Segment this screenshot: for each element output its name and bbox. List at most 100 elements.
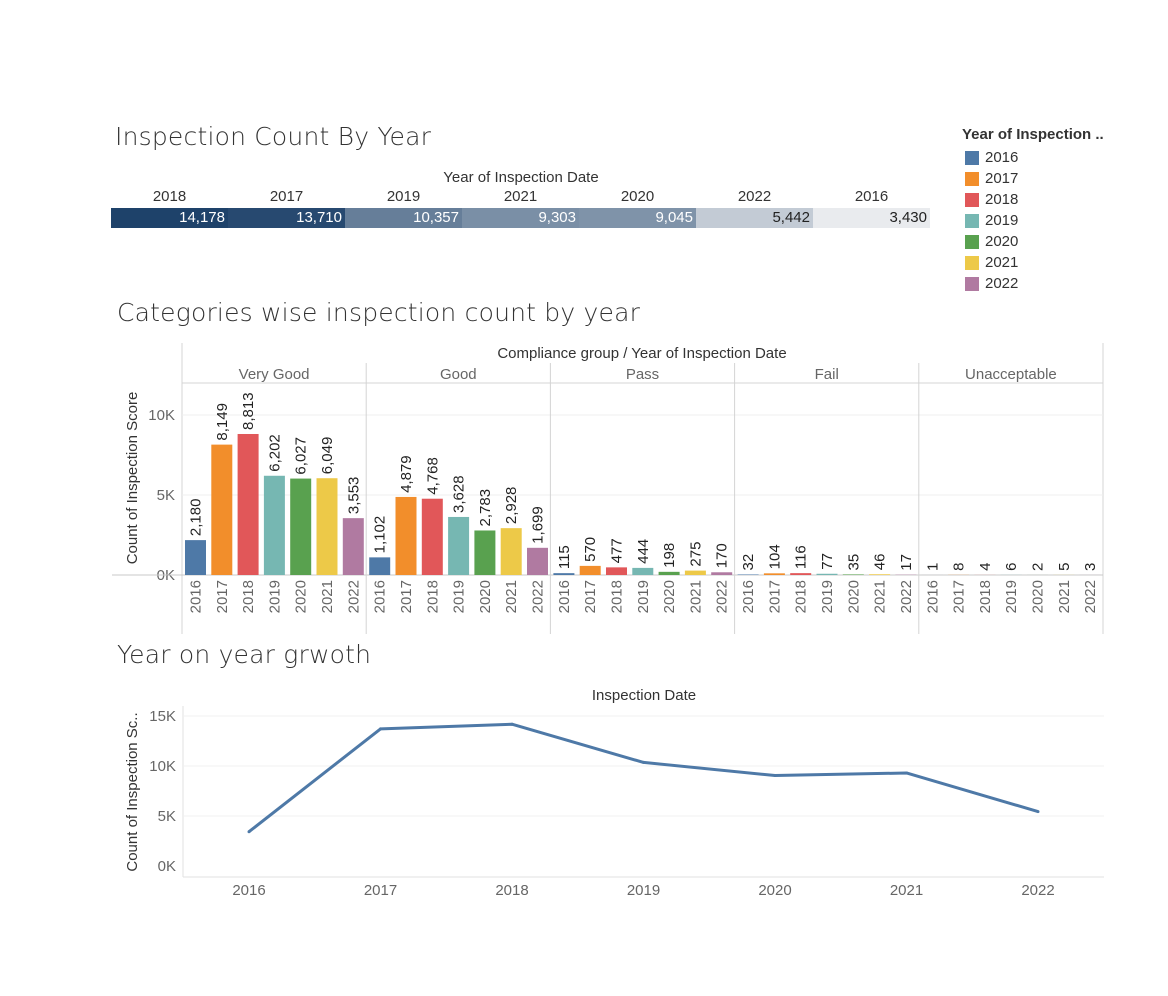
bar-x-tick-label: 2017 bbox=[951, 580, 968, 613]
bar-group-label: Pass bbox=[626, 366, 659, 383]
bar-pass-2021 bbox=[684, 570, 706, 575]
legend-label: 2017 bbox=[985, 170, 1019, 187]
bar-pass-2019 bbox=[632, 567, 654, 575]
bar-x-tick-label: 2019 bbox=[819, 580, 836, 613]
bar-value-label: 6,027 bbox=[293, 437, 310, 475]
heatmap-year-label: 2022 bbox=[737, 188, 772, 205]
bar-very-good-2017 bbox=[211, 444, 233, 575]
bar-value-label: 3,628 bbox=[451, 475, 468, 513]
year-legend[interactable]: Year of Inspection .. 2016 2017 2018 2019 20… bbox=[962, 126, 1104, 294]
legend-label: 2018 bbox=[985, 191, 1019, 208]
bar-x-tick-label: 2020 bbox=[661, 580, 678, 613]
line-x-tick-label: 2019 bbox=[627, 882, 660, 899]
bar-value-label: 5 bbox=[1056, 563, 1073, 571]
line-y-tick-label: 15K bbox=[149, 708, 176, 725]
line-point-2018 bbox=[510, 722, 514, 726]
bar-value-label: 6,049 bbox=[319, 437, 336, 475]
legend-item-2022[interactable]: 2022 bbox=[962, 273, 1104, 294]
line-x-tick-label: 2017 bbox=[364, 882, 397, 899]
bar-x-tick-label: 2017 bbox=[582, 580, 599, 613]
heatmap-cell[interactable]: 13,710 bbox=[228, 208, 345, 228]
bar-x-tick-label: 2018 bbox=[609, 580, 626, 613]
heatmap-cell[interactable]: 9,303 bbox=[462, 208, 579, 228]
bar-good-2017 bbox=[395, 496, 417, 575]
bar-x-tick-label: 2018 bbox=[977, 580, 994, 613]
bar-x-tick-label: 2019 bbox=[1003, 580, 1020, 613]
legend-label: 2016 bbox=[985, 149, 1019, 166]
bar-x-tick-label: 2021 bbox=[687, 580, 704, 613]
bar-pass-2016 bbox=[553, 573, 575, 575]
legend-item-2019[interactable]: 2019 bbox=[962, 210, 1104, 231]
bar-value-label: 1,102 bbox=[372, 516, 389, 554]
bar-x-tick-label: 2016 bbox=[556, 580, 573, 613]
bar-group-label: Unacceptable bbox=[965, 366, 1057, 383]
bar-x-tick-label: 2017 bbox=[766, 580, 783, 613]
bar-good-2020 bbox=[474, 530, 496, 575]
heatmap-cell[interactable]: 9,045 bbox=[579, 208, 696, 228]
heatmap-cell[interactable]: 5,442 bbox=[696, 208, 813, 228]
bar-value-label: 17 bbox=[898, 554, 915, 571]
legend-item-2016[interactable]: 2016 bbox=[962, 147, 1104, 168]
bar-very-good-2022 bbox=[342, 518, 364, 575]
bar-fail-2020 bbox=[842, 574, 864, 575]
legend-swatch bbox=[965, 150, 979, 165]
legend-item-2018[interactable]: 2018 bbox=[962, 189, 1104, 210]
bar-x-tick-label: 2016 bbox=[372, 580, 389, 613]
bar-x-tick-label: 2021 bbox=[503, 580, 520, 613]
heatmap-header: Year of Inspection Date bbox=[443, 169, 599, 186]
bar-value-label: 3,553 bbox=[345, 477, 362, 515]
heatmap-cell[interactable]: 3,430 bbox=[813, 208, 930, 228]
bar-x-tick-label: 2017 bbox=[214, 580, 231, 613]
line-chart-header: Inspection Date bbox=[592, 687, 696, 704]
heatmap-year-label: 2021 bbox=[503, 188, 538, 205]
bar-value-label: 2,180 bbox=[188, 499, 205, 537]
bar-x-tick-label: 2020 bbox=[845, 580, 862, 613]
legend-item-2020[interactable]: 2020 bbox=[962, 231, 1104, 252]
bar-x-tick-label: 2016 bbox=[924, 580, 941, 613]
bar-fail-2019 bbox=[816, 573, 838, 575]
bar-x-tick-label: 2016 bbox=[188, 580, 205, 613]
bar-value-label: 8,813 bbox=[240, 392, 257, 430]
bar-value-label: 35 bbox=[845, 554, 862, 571]
bar-value-label: 2 bbox=[1030, 563, 1047, 571]
legend-title: Year of Inspection .. bbox=[962, 126, 1104, 143]
line-y-tick-label: 0K bbox=[158, 858, 176, 875]
bar-x-tick-label: 2022 bbox=[530, 580, 547, 613]
bar-very-good-2016 bbox=[185, 540, 206, 575]
bar-x-tick-label: 2017 bbox=[398, 580, 415, 613]
bar-value-label: 1,699 bbox=[530, 506, 547, 544]
line-point-2022 bbox=[1036, 810, 1040, 814]
bar-x-tick-label: 2020 bbox=[1030, 580, 1047, 613]
bar-good-2022 bbox=[527, 547, 548, 575]
bar-value-label: 570 bbox=[582, 537, 599, 562]
bar-fail-2021 bbox=[869, 574, 891, 575]
line-point-2016 bbox=[247, 830, 251, 834]
bar-x-tick-label: 2021 bbox=[319, 580, 336, 613]
line-chart-title: Year on year grwoth bbox=[117, 640, 372, 669]
bar-value-label: 170 bbox=[714, 543, 731, 568]
bar-good-2016 bbox=[369, 557, 391, 575]
legend-label: 2020 bbox=[985, 233, 1019, 250]
line-point-2017 bbox=[379, 727, 382, 731]
heatmap-title: Inspection Count By Year bbox=[115, 122, 432, 151]
heatmap-cell[interactable]: 14,178 bbox=[111, 208, 228, 228]
bar-y-tick-label: 10K bbox=[148, 407, 175, 424]
bar-fail-2017 bbox=[763, 573, 785, 575]
legend-item-2017[interactable]: 2017 bbox=[962, 168, 1104, 189]
bar-value-label: 477 bbox=[609, 538, 626, 563]
bar-group-label: Fail bbox=[815, 366, 839, 383]
bar-x-tick-label: 2020 bbox=[293, 580, 310, 613]
legend-item-2021[interactable]: 2021 bbox=[962, 252, 1104, 273]
bar-x-tick-label: 2018 bbox=[240, 580, 257, 613]
bar-y-axis-label: Count of Inspection Score bbox=[124, 392, 141, 565]
bar-pass-2022 bbox=[711, 572, 733, 575]
bar-x-tick-label: 2019 bbox=[635, 580, 652, 613]
bar-fail-2018 bbox=[790, 573, 812, 575]
heatmap-year-label: 2017 bbox=[269, 188, 304, 205]
bar-x-tick-label: 2018 bbox=[793, 580, 810, 613]
heatmap-cell[interactable]: 10,357 bbox=[345, 208, 462, 228]
bar-value-label: 6,202 bbox=[266, 434, 283, 472]
line-point-2021 bbox=[905, 771, 908, 775]
bar-very-good-2021 bbox=[316, 478, 338, 575]
line-x-tick-label: 2018 bbox=[495, 882, 528, 899]
